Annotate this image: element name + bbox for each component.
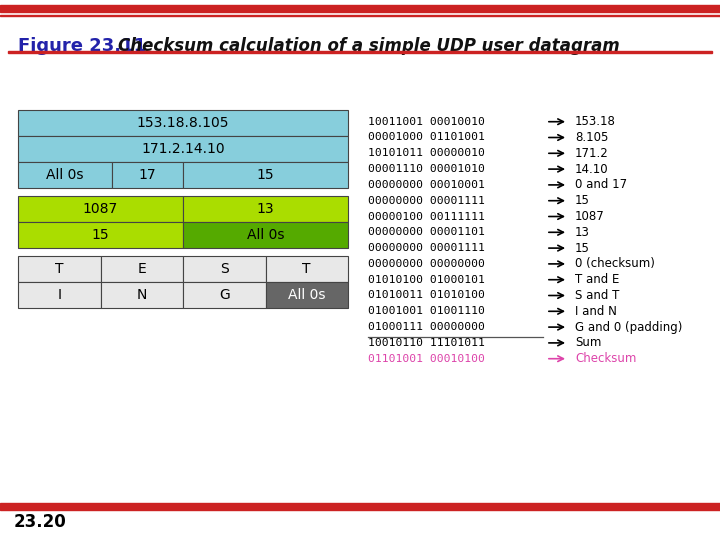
Text: T: T [55, 262, 63, 276]
Text: Sum: Sum [575, 336, 601, 349]
Text: G and 0 (padding): G and 0 (padding) [575, 321, 683, 334]
Bar [266, 282, 348, 308]
Bar [0, 503, 720, 510]
Text: All 0s: All 0s [247, 228, 284, 242]
Text: 17: 17 [139, 168, 156, 182]
Bar [18, 162, 112, 188]
Bar [18, 256, 101, 282]
Bar [266, 256, 348, 282]
Text: E: E [138, 262, 146, 276]
Text: Figure 23.11: Figure 23.11 [18, 37, 146, 55]
Text: I and N: I and N [575, 305, 617, 318]
Text: 10010110 11101011: 10010110 11101011 [368, 338, 485, 348]
Text: 15: 15 [575, 241, 590, 254]
Text: 00000000 00001111: 00000000 00001111 [368, 195, 485, 206]
Text: 00001110 00001010: 00001110 00001010 [368, 164, 485, 174]
Bar [18, 196, 183, 222]
Bar [18, 136, 348, 162]
Text: All 0s: All 0s [288, 288, 325, 302]
Text: 00000000 00000000: 00000000 00000000 [368, 259, 485, 269]
Text: 15: 15 [257, 168, 274, 182]
Text: T and E: T and E [575, 273, 619, 286]
Text: 153.18: 153.18 [575, 115, 616, 128]
Bar [112, 162, 183, 188]
Bar [183, 222, 348, 248]
Text: 23.20: 23.20 [14, 513, 67, 531]
Text: 1087: 1087 [575, 210, 605, 223]
Text: 1087: 1087 [83, 202, 118, 216]
Bar [18, 222, 183, 248]
Text: 00000000 00010001: 00000000 00010001 [368, 180, 485, 190]
Bar [8, 51, 712, 53]
Bar [183, 256, 266, 282]
Text: Checksum calculation of a simple UDP user datagram: Checksum calculation of a simple UDP use… [118, 37, 620, 55]
Text: 00001000 01101001: 00001000 01101001 [368, 132, 485, 143]
Text: 01000111 00000000: 01000111 00000000 [368, 322, 485, 332]
Text: 01001001 01001110: 01001001 01001110 [368, 306, 485, 316]
Text: 15: 15 [91, 228, 109, 242]
Text: 13: 13 [575, 226, 590, 239]
Text: G: G [219, 288, 230, 302]
Bar [0, 505, 720, 507]
Bar [183, 162, 348, 188]
Bar [18, 110, 348, 136]
Bar [18, 282, 101, 308]
Text: 00000000 00001111: 00000000 00001111 [368, 243, 485, 253]
Bar [0, 15, 720, 16]
Text: 10101011 00000010: 10101011 00000010 [368, 148, 485, 158]
Text: 0 (checksum): 0 (checksum) [575, 258, 655, 271]
Text: I: I [58, 288, 61, 302]
Text: 171.2: 171.2 [575, 147, 608, 160]
Text: 153.18.8.105: 153.18.8.105 [137, 116, 229, 130]
Text: 01010100 01000101: 01010100 01000101 [368, 275, 485, 285]
Text: 15: 15 [575, 194, 590, 207]
Text: 01101001 00010100: 01101001 00010100 [368, 354, 485, 364]
Text: 14.10: 14.10 [575, 163, 608, 176]
Text: 00000100 00111111: 00000100 00111111 [368, 212, 485, 221]
Text: 13: 13 [257, 202, 274, 216]
Text: 0 and 17: 0 and 17 [575, 178, 627, 191]
Text: 01010011 01010100: 01010011 01010100 [368, 291, 485, 300]
Text: 00000000 00001101: 00000000 00001101 [368, 227, 485, 237]
Text: 171.2.14.10: 171.2.14.10 [141, 142, 225, 156]
Text: S and T: S and T [575, 289, 619, 302]
Bar [0, 5, 720, 12]
Text: 10011001 00010010: 10011001 00010010 [368, 117, 485, 127]
Bar [101, 256, 183, 282]
Bar [183, 196, 348, 222]
Bar [183, 282, 266, 308]
Text: S: S [220, 262, 229, 276]
Text: All 0s: All 0s [46, 168, 84, 182]
Text: 8.105: 8.105 [575, 131, 608, 144]
Bar [101, 282, 183, 308]
Text: N: N [137, 288, 147, 302]
Text: Checksum: Checksum [575, 352, 636, 365]
Text: T: T [302, 262, 311, 276]
